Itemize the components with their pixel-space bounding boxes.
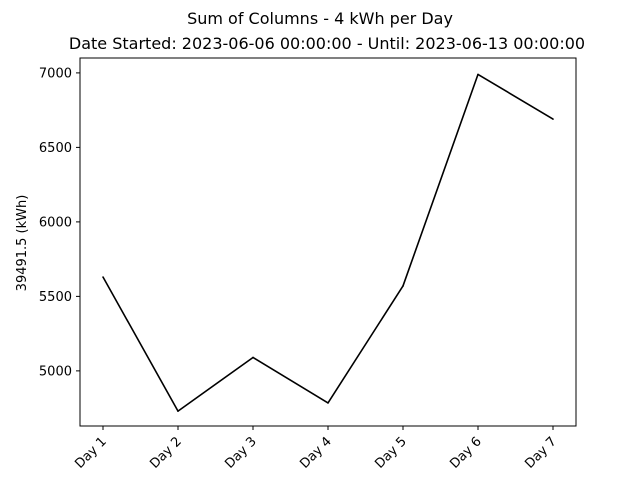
y-axis-label: 39491.5 (kWh) — [15, 195, 30, 292]
x-tick-label: Day 6 — [447, 434, 485, 472]
plot-frame — [79, 57, 577, 427]
x-tick-label: Day 4 — [297, 434, 335, 472]
x-tick-label: Day 5 — [372, 434, 410, 472]
data-point — [102, 276, 104, 278]
plot-area: 5000 5500 6000 6500 7000 Day 1 Day 2 Day 3 Day 4… — [39, 57, 577, 472]
y-tick-label: 5000 — [39, 364, 72, 379]
data-point — [477, 73, 479, 76]
x-tick-label: Day 3 — [222, 434, 260, 472]
y-tick-label: 6500 — [39, 141, 72, 156]
data-point — [327, 402, 329, 404]
y-tick-label: 7000 — [39, 66, 72, 81]
chart-subtitle: Date Started: 2023-06-06 00:00:00 - Unti… — [69, 34, 585, 53]
data-point — [552, 118, 554, 120]
series-line — [102, 73, 554, 412]
chart-title: Sum of Columns - 4 kWh per Day — [187, 9, 453, 28]
y-tick-label: 5500 — [39, 290, 72, 305]
x-tick-label: Day 7 — [522, 434, 560, 472]
y-tick-label: 6000 — [39, 215, 72, 230]
x-tick-label: Day 2 — [147, 434, 185, 472]
data-point — [402, 285, 404, 287]
data-point — [177, 410, 179, 412]
data-point — [252, 356, 254, 359]
x-tick-label: Day 1 — [72, 434, 110, 472]
